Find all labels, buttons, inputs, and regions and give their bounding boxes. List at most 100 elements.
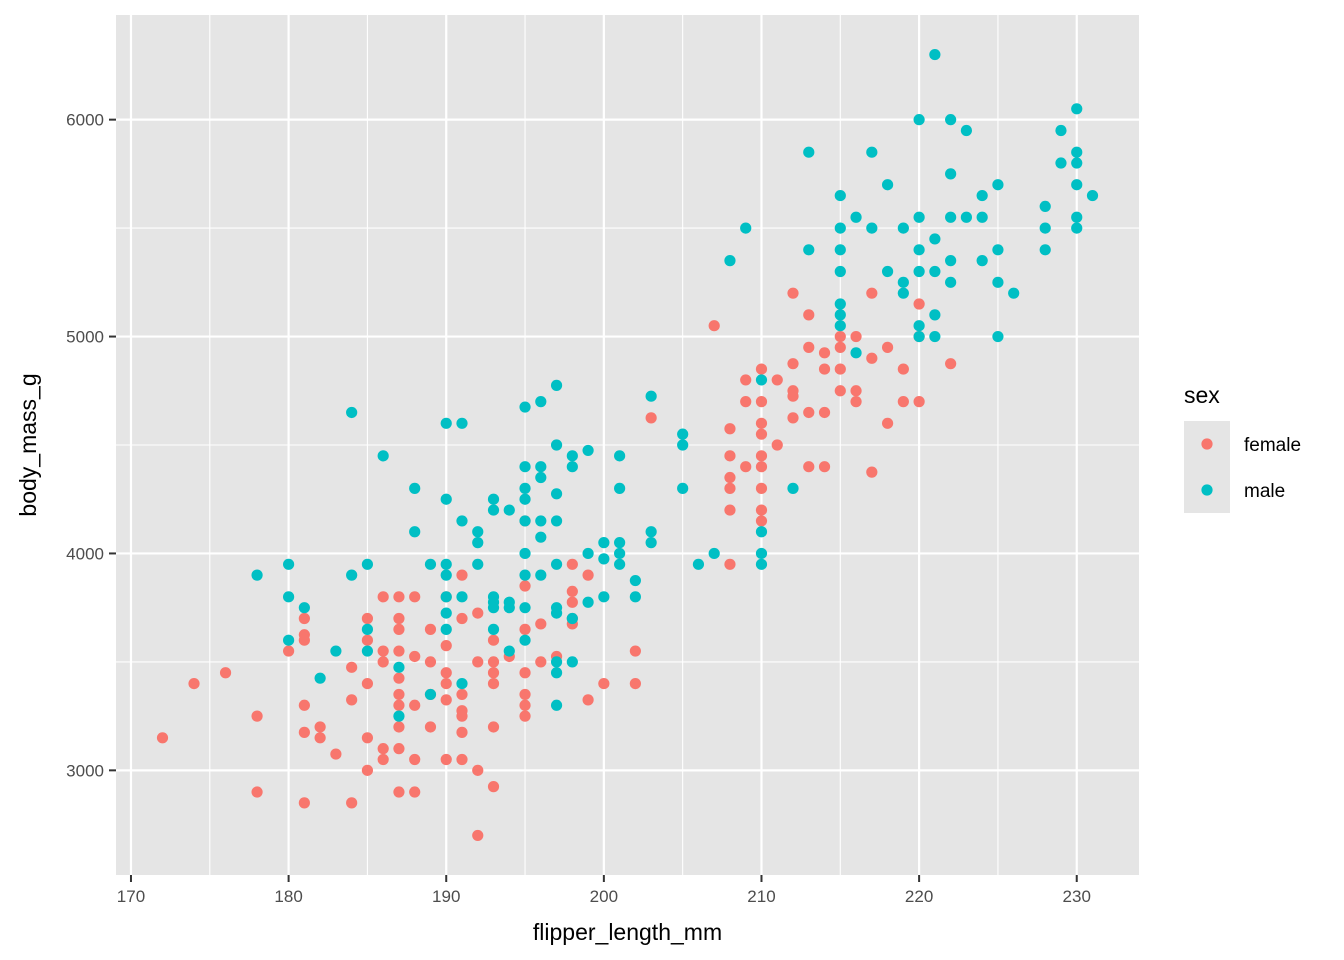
point-female (393, 699, 405, 711)
legend: sex female male (1184, 382, 1301, 513)
point-male (614, 537, 626, 549)
point-female (456, 688, 468, 701)
point-male (424, 558, 437, 570)
point-female (188, 677, 200, 690)
point-female (456, 569, 468, 581)
point-male (866, 146, 878, 158)
point-male (976, 211, 988, 223)
point-female (834, 330, 846, 343)
point-male (456, 677, 468, 690)
point-female (913, 396, 925, 408)
legend-title: sex (1184, 382, 1220, 408)
y-tick-label: 6000 (66, 111, 104, 130)
point-female (472, 656, 484, 668)
point-male (913, 244, 925, 256)
point-male (929, 48, 941, 61)
point-female (393, 721, 405, 733)
point-male (834, 320, 846, 332)
point-male (582, 596, 594, 608)
point-male (519, 493, 531, 505)
point-female (708, 320, 720, 332)
point-male (929, 309, 941, 321)
point-male (361, 558, 374, 570)
point-female (787, 358, 799, 370)
point-male (913, 114, 925, 126)
point-female (755, 482, 768, 494)
point-female (361, 732, 374, 744)
point-female (913, 298, 925, 310)
point-female (834, 385, 846, 397)
point-male (582, 547, 594, 560)
point-male (566, 656, 578, 668)
point-female (440, 753, 452, 766)
point-male (897, 222, 909, 234)
point-male (945, 114, 957, 126)
point-male (645, 537, 657, 549)
point-male (677, 439, 689, 451)
point-male (487, 602, 500, 614)
point-female (566, 558, 578, 570)
point-male (377, 450, 389, 462)
point-female (755, 396, 768, 408)
point-female (740, 396, 752, 408)
point-male (1039, 200, 1051, 213)
point-female (519, 710, 531, 722)
point-male (472, 526, 484, 538)
point-female (803, 406, 815, 419)
point-female (582, 569, 594, 581)
point-female (724, 558, 736, 570)
point-female (629, 645, 641, 657)
point-female (755, 428, 768, 440)
point-male (440, 558, 452, 570)
point-female (803, 461, 815, 473)
point-female (803, 341, 815, 353)
point-male (614, 558, 626, 570)
point-female (566, 596, 578, 608)
point-male (582, 444, 594, 457)
point-female (645, 412, 657, 424)
point-male (598, 537, 610, 549)
point-female (393, 743, 405, 755)
point-male (1071, 222, 1083, 234)
point-female (771, 374, 783, 386)
point-female (866, 466, 878, 478)
point-female (314, 732, 326, 744)
point-male (487, 493, 500, 505)
point-male (566, 450, 578, 462)
point-female (472, 829, 484, 842)
point-male (566, 612, 578, 625)
point-female (724, 482, 736, 494)
point-male (913, 320, 925, 332)
point-female (472, 607, 484, 619)
point-male (945, 211, 957, 223)
point-female (740, 374, 752, 386)
point-female (724, 471, 736, 484)
point-female (598, 677, 610, 690)
x-tick-label: 210 (747, 887, 775, 906)
point-female (346, 694, 358, 706)
point-male (456, 417, 468, 429)
point-male (976, 255, 988, 267)
point-female (487, 781, 500, 793)
point-female (755, 363, 768, 375)
point-female (818, 406, 831, 419)
point-female (393, 786, 405, 798)
point-female (298, 797, 310, 809)
point-male (929, 330, 941, 343)
point-female (377, 743, 389, 755)
point-male (850, 211, 862, 223)
point-female (156, 732, 169, 744)
point-male (881, 265, 894, 278)
point-male (440, 417, 452, 429)
point-male (897, 276, 909, 288)
point-male (598, 553, 610, 565)
point-male (992, 330, 1004, 343)
point-male (519, 569, 531, 581)
point-female (519, 699, 531, 711)
point-male (535, 396, 547, 408)
y-axis: 3000 4000 5000 6000 (66, 111, 116, 780)
point-male (913, 330, 925, 343)
point-male (550, 488, 563, 500)
point-male (393, 661, 405, 673)
point-female (393, 591, 405, 603)
